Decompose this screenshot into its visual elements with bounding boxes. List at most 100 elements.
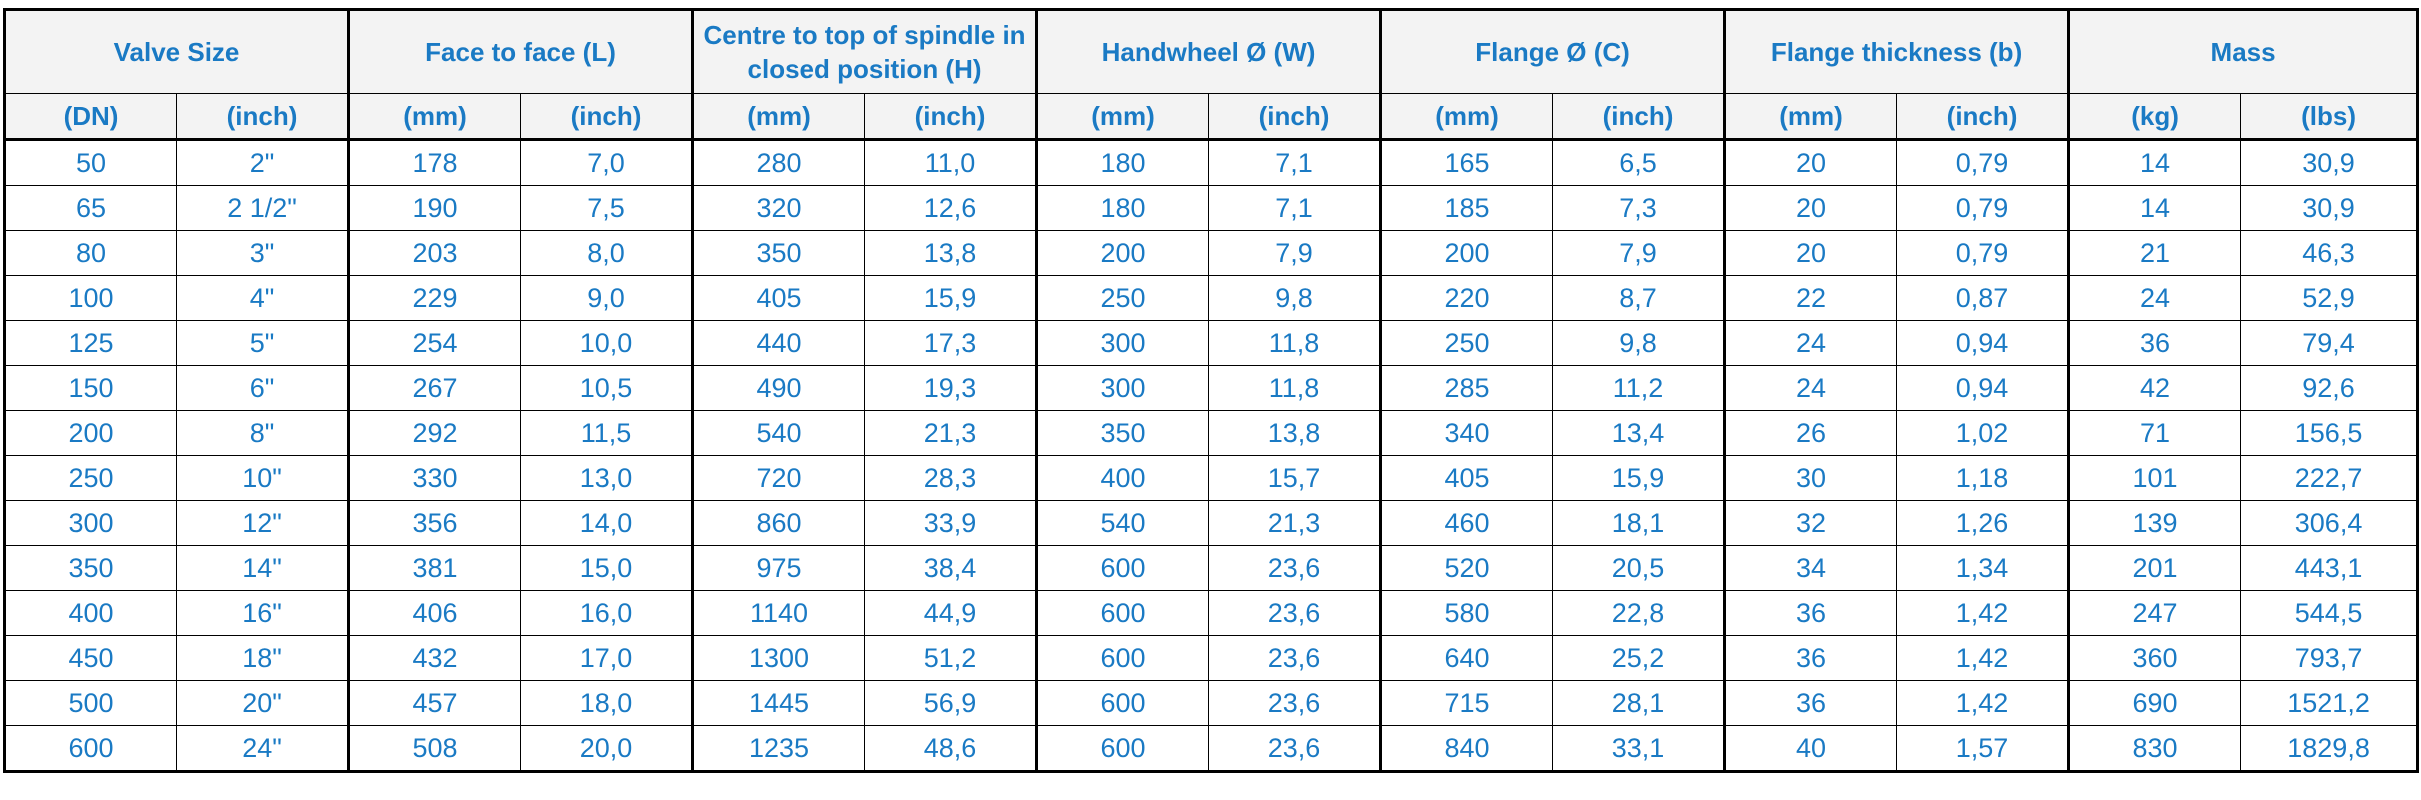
table-cell: 1300	[691, 635, 866, 681]
table-cell: 220	[1379, 275, 1554, 321]
table-cell: 36	[1723, 635, 1898, 681]
table-cell: 1,18	[1896, 455, 2070, 501]
table-cell: 222,7	[2240, 455, 2420, 501]
table-cell: 92,6	[2240, 365, 2420, 411]
table-cell: 7,9	[1208, 230, 1382, 276]
table-cell: 860	[691, 500, 866, 546]
unit-header-row: (DN) (inch) (mm) (inch) (mm) (inch) (mm) (inch)…	[3, 93, 2420, 141]
valve-dimensions-table-container: Valve Size Face to face (L) Centre to to…	[2, 8, 2420, 773]
table-cell: 1445	[691, 680, 866, 726]
table-cell: 9,8	[1552, 320, 1726, 366]
table-row: 125 5" 254 10,0 440 17,3 300 11,8 250 9,8 24 0,94 36…	[3, 320, 2420, 366]
table-cell: 100	[3, 275, 177, 321]
group-header-face-to-face: Face to face (L)	[347, 8, 694, 94]
table-cell: 330	[347, 455, 522, 501]
table-cell: 840	[1379, 725, 1554, 773]
table-cell: 156,5	[2240, 410, 2420, 456]
table-cell: 24"	[175, 725, 350, 773]
table-cell: 0,79	[1896, 139, 2070, 186]
table-cell: 101	[2067, 455, 2242, 501]
table-cell: 17,3	[864, 320, 1038, 366]
table-cell: 1,42	[1896, 590, 2070, 636]
unit-header-cell: (kg)	[2067, 93, 2242, 141]
table-cell: 5"	[175, 320, 350, 366]
table-cell: 0,94	[1896, 320, 2070, 366]
table-cell: 10,5	[520, 365, 694, 411]
table-cell: 12"	[175, 500, 350, 546]
table-cell: 20	[1723, 185, 1898, 231]
table-cell: 79,4	[2240, 320, 2420, 366]
table-cell: 1,34	[1896, 545, 2070, 591]
table-cell: 400	[1035, 455, 1210, 501]
table-cell: 56,9	[864, 680, 1038, 726]
table-cell: 690	[2067, 680, 2242, 726]
table-cell: 0,79	[1896, 230, 2070, 276]
table-cell: 23,6	[1208, 590, 1382, 636]
table-cell: 28,3	[864, 455, 1038, 501]
table-cell: 7,0	[520, 139, 694, 186]
table-cell: 1235	[691, 725, 866, 773]
table-cell: 600	[3, 725, 177, 773]
table-row: 300 12" 356 14,0 860 33,9 540 21,3 460 18,1 32 1,26…	[3, 500, 2420, 546]
table-cell: 356	[347, 500, 522, 546]
table-cell: 11,8	[1208, 320, 1382, 366]
table-cell: 190	[347, 185, 522, 231]
unit-header-cell: (DN)	[3, 93, 177, 141]
table-cell: 16"	[175, 590, 350, 636]
table-cell: 2"	[175, 139, 350, 186]
table-cell: 20,0	[520, 725, 694, 773]
table-cell: 13,8	[864, 230, 1038, 276]
table-cell: 443,1	[2240, 545, 2420, 591]
table-cell: 406	[347, 590, 522, 636]
table-cell: 8"	[175, 410, 350, 456]
table-cell: 36	[2067, 320, 2242, 366]
table-row: 100 4" 229 9,0 405 15,9 250 9,8 220 8,7 22 0,87 24 52…	[3, 275, 2420, 321]
table-cell: 10,0	[520, 320, 694, 366]
table-cell: 7,1	[1208, 139, 1382, 186]
table-cell: 450	[3, 635, 177, 681]
table-cell: 180	[1035, 185, 1210, 231]
table-cell: 48,6	[864, 725, 1038, 773]
table-cell: 490	[691, 365, 866, 411]
table-cell: 7,9	[1552, 230, 1726, 276]
table-cell: 14,0	[520, 500, 694, 546]
table-cell: 15,9	[1552, 455, 1726, 501]
table-cell: 6"	[175, 365, 350, 411]
table-cell: 1,02	[1896, 410, 2070, 456]
table-cell: 340	[1379, 410, 1554, 456]
table-cell: 42	[2067, 365, 2242, 411]
table-cell: 24	[1723, 365, 1898, 411]
table-cell: 22,8	[1552, 590, 1726, 636]
table-cell: 139	[2067, 500, 2242, 546]
group-header-mass: Mass	[2067, 8, 2420, 94]
table-cell: 600	[1035, 680, 1210, 726]
group-header-flange-thickness: Flange thickness (b)	[1723, 8, 2070, 94]
table-cell: 11,5	[520, 410, 694, 456]
table-cell: 580	[1379, 590, 1554, 636]
table-cell: 350	[691, 230, 866, 276]
table-cell: 11,0	[864, 139, 1038, 186]
table-cell: 720	[691, 455, 866, 501]
unit-header-cell: (mm)	[1723, 93, 1898, 141]
table-cell: 432	[347, 635, 522, 681]
table-cell: 20,5	[1552, 545, 1726, 591]
table-cell: 46,3	[2240, 230, 2420, 276]
unit-header-cell: (mm)	[1035, 93, 1210, 141]
table-cell: 50	[3, 139, 177, 186]
table-cell: 165	[1379, 139, 1554, 186]
table-cell: 150	[3, 365, 177, 411]
table-cell: 600	[1035, 590, 1210, 636]
table-cell: 0,94	[1896, 365, 2070, 411]
unit-header-cell: (mm)	[347, 93, 522, 141]
table-cell: 17,0	[520, 635, 694, 681]
table-cell: 254	[347, 320, 522, 366]
table-cell: 21	[2067, 230, 2242, 276]
table-cell: 30,9	[2240, 139, 2420, 186]
table-cell: 6,5	[1552, 139, 1726, 186]
table-row: 450 18" 432 17,0 1300 51,2 600 23,6 640 25,2 36 1,4…	[3, 635, 2420, 681]
table-cell: 975	[691, 545, 866, 591]
table-cell: 51,2	[864, 635, 1038, 681]
table-cell: 7,3	[1552, 185, 1726, 231]
table-cell: 28,1	[1552, 680, 1726, 726]
table-cell: 540	[1035, 500, 1210, 546]
